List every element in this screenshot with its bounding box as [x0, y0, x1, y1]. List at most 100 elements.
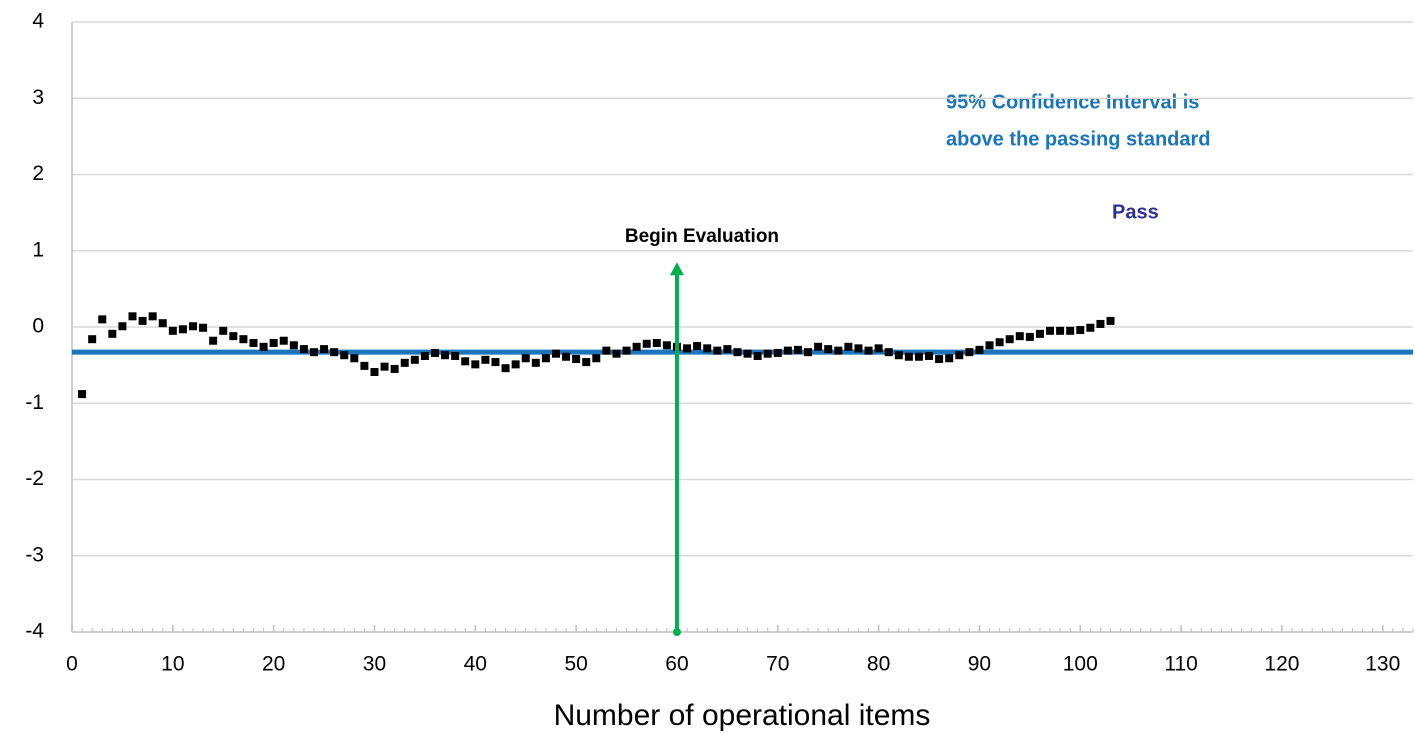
- point: [158, 319, 167, 328]
- point: [219, 326, 228, 335]
- point: [925, 351, 934, 360]
- point: [279, 336, 288, 345]
- point: [521, 354, 530, 363]
- point: [713, 346, 722, 355]
- point: [229, 332, 238, 341]
- point: [743, 349, 752, 358]
- point: [441, 351, 450, 360]
- point: [239, 335, 248, 344]
- point: [400, 358, 409, 367]
- x-tick-label: 30: [363, 653, 386, 676]
- point: [1015, 332, 1024, 341]
- point: [461, 357, 470, 366]
- x-tick-label: 60: [665, 653, 688, 676]
- point: [1025, 332, 1034, 341]
- point: [1056, 326, 1065, 335]
- y-tick-label: 3: [32, 86, 44, 109]
- point: [683, 344, 692, 353]
- point: [884, 348, 893, 357]
- point: [572, 355, 581, 364]
- point: [874, 344, 883, 353]
- point: [612, 349, 621, 358]
- point: [148, 312, 157, 321]
- point: [471, 360, 480, 369]
- point: [209, 336, 218, 345]
- point: [78, 390, 87, 399]
- point: [854, 344, 863, 353]
- point: [773, 348, 782, 357]
- point: [340, 351, 349, 360]
- point: [118, 322, 127, 331]
- point: [188, 322, 197, 331]
- x-tick-label: 10: [161, 653, 184, 676]
- point: [370, 367, 379, 376]
- x-tick-label: 40: [464, 653, 487, 676]
- point: [1086, 323, 1095, 332]
- point: [249, 339, 258, 348]
- point: [904, 352, 913, 361]
- point: [693, 342, 702, 351]
- y-tick-label: -4: [25, 620, 44, 643]
- point: [955, 351, 964, 360]
- annotation: Pass: [1112, 201, 1159, 223]
- point: [88, 335, 97, 344]
- point: [299, 345, 308, 354]
- point: [793, 345, 802, 354]
- point: [602, 346, 611, 355]
- point: [491, 358, 500, 367]
- point: [642, 339, 651, 348]
- point: [269, 339, 278, 348]
- point: [451, 351, 460, 360]
- point: [108, 329, 117, 338]
- point: [1035, 329, 1044, 338]
- point: [945, 354, 954, 363]
- point: [894, 351, 903, 360]
- point: [1066, 326, 1075, 335]
- point: [864, 346, 873, 355]
- y-tick-label: 2: [32, 162, 44, 185]
- point: [985, 341, 994, 350]
- annotation: 95% Confidence Interval is: [946, 91, 1199, 113]
- point: [783, 346, 792, 355]
- point: [804, 348, 813, 357]
- y-tick-label: 4: [32, 10, 44, 33]
- x-tick-label: 0: [66, 653, 78, 676]
- point: [622, 346, 631, 355]
- point: [733, 348, 742, 357]
- x-tick-label: 90: [968, 653, 991, 676]
- point: [541, 354, 550, 363]
- point: [259, 342, 268, 351]
- point: [128, 312, 137, 321]
- x-axis-label: Number of operational items: [554, 699, 931, 732]
- x-tick-label: 80: [867, 653, 890, 676]
- x-tick-label: 100: [1063, 653, 1098, 676]
- point: [1005, 335, 1014, 344]
- point: [511, 360, 520, 369]
- arrow-label: Begin Evaluation: [625, 226, 779, 247]
- point: [360, 361, 369, 370]
- point: [98, 315, 107, 324]
- x-tick-label: 50: [564, 653, 587, 676]
- y-tick-label: -3: [25, 543, 44, 566]
- point: [178, 325, 187, 334]
- point: [935, 355, 944, 364]
- point: [309, 348, 318, 357]
- point: [531, 358, 540, 367]
- point: [562, 352, 571, 361]
- point: [914, 352, 923, 361]
- arrow-head: [669, 262, 684, 276]
- x-tick-label: 130: [1365, 653, 1400, 676]
- point: [975, 345, 984, 354]
- point: [824, 345, 833, 354]
- x-tick-label: 20: [262, 653, 285, 676]
- point: [592, 354, 601, 363]
- point: [380, 362, 389, 371]
- x-tick-label: 70: [766, 653, 789, 676]
- point: [168, 326, 177, 335]
- point: [814, 342, 823, 351]
- point: [289, 341, 298, 350]
- point: [1076, 326, 1085, 335]
- point: [430, 348, 439, 357]
- point: [753, 351, 762, 360]
